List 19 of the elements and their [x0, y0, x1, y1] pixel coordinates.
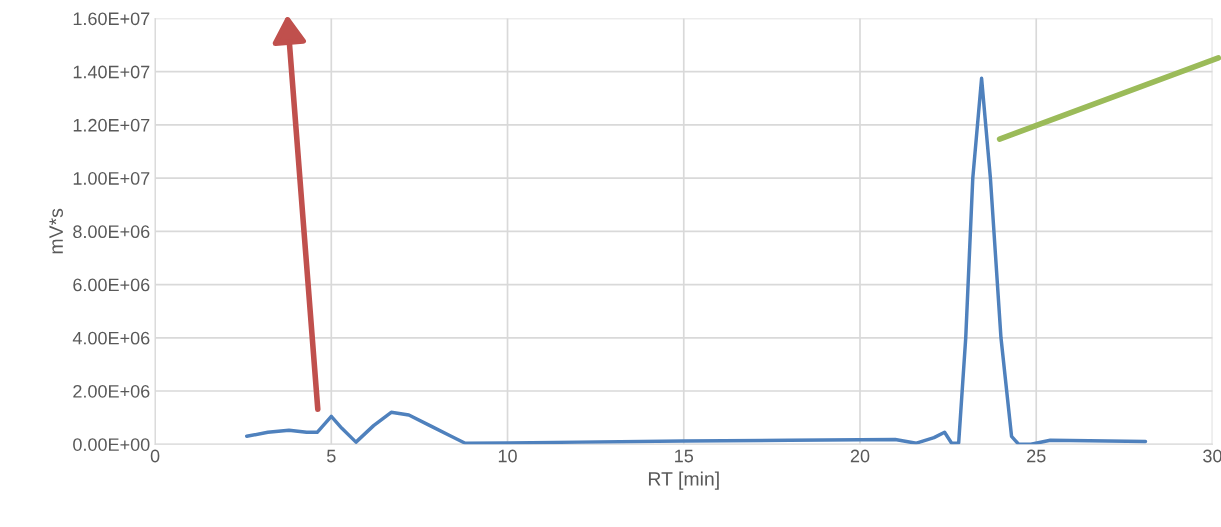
y-axis-title: mV*s: [49, 208, 63, 254]
y-tick-label: 1.00E+07: [73, 172, 150, 185]
x-tick-label: 30: [1203, 449, 1221, 463]
y-tick-label: 1.20E+07: [73, 118, 150, 132]
y-tick-label: 6.00E+06: [73, 278, 150, 292]
x-tick-label: 25: [1027, 449, 1046, 463]
y-tick-label: 1.60E+07: [73, 12, 150, 26]
x-tick-label: 10: [498, 449, 517, 463]
y-tick-label: 4.00E+06: [72, 331, 150, 345]
line-series: [244, 76, 1148, 445]
x-tick-label: 15: [675, 449, 694, 463]
x-tick-label: 0: [150, 449, 160, 463]
x-tick-label: 20: [850, 449, 870, 463]
x-tick-label: 5: [327, 449, 336, 463]
y-tick-label: 0.00E+00: [73, 438, 150, 451]
y-tick-label: 1.40E+07: [73, 65, 150, 79]
x-axis-title: RT [min]: [648, 471, 719, 490]
y-tick-label: 8.00E+06: [73, 225, 150, 239]
y-tick-label: 2.00E+06: [73, 384, 150, 398]
